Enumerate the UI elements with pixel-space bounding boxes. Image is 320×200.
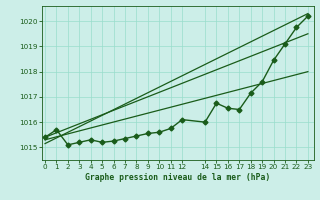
X-axis label: Graphe pression niveau de la mer (hPa): Graphe pression niveau de la mer (hPa) (85, 173, 270, 182)
